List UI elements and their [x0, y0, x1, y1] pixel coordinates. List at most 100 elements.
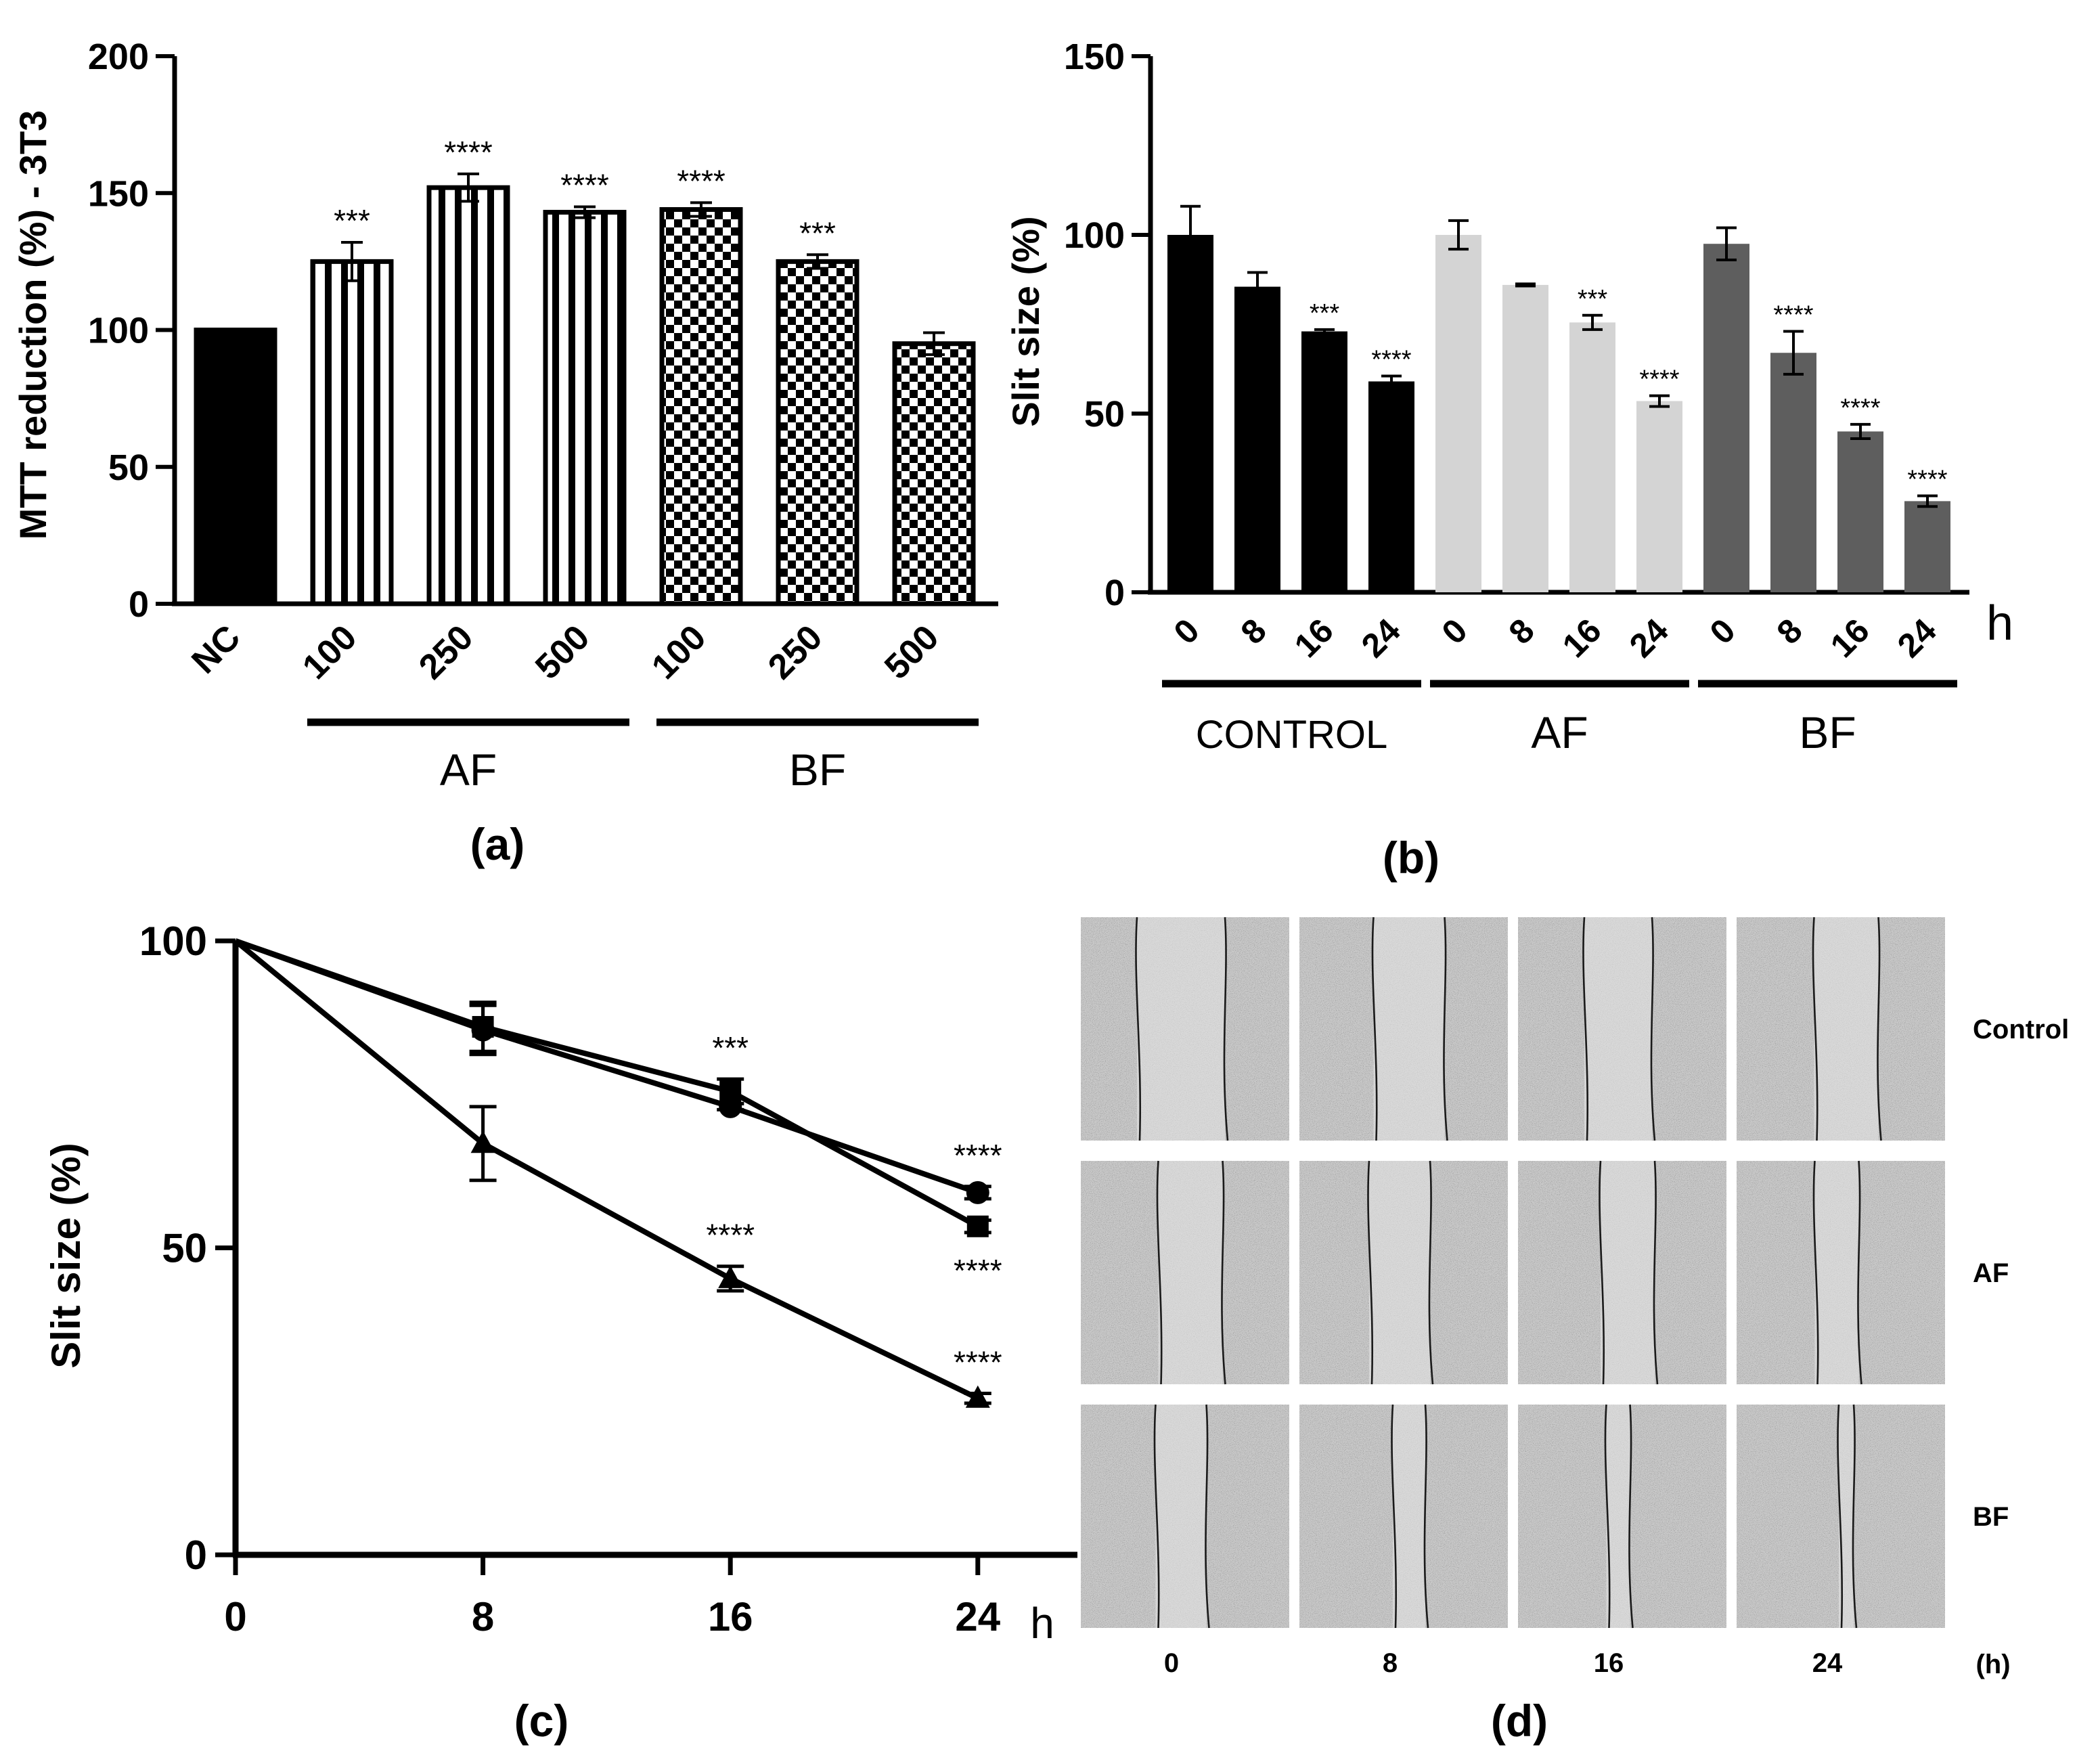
panel-c-significance-label: ****: [954, 1344, 1002, 1380]
panel-a-y-tick-label: 100: [88, 311, 149, 351]
panel-c-y-tick-label: 50: [162, 1226, 207, 1271]
micrograph-column-label: 8: [1383, 1648, 1398, 1678]
micrograph-wound-edge: [1812, 1160, 1819, 1385]
panel-a-bar: [194, 328, 277, 607]
data-point-triangle: [470, 1130, 495, 1153]
micrograph-wound-edge: [1391, 1404, 1398, 1629]
panel-b-category-label: 16: [1287, 611, 1341, 665]
panel-a-y-tick-label: 0: [129, 584, 149, 625]
panel-c-y-axis-title: Slit size (%): [43, 1143, 89, 1368]
panel-c-x-tick-label: 8: [472, 1594, 494, 1639]
panel-a-category-labels: NC 100 250 500 100 250 500 AF BF: [184, 617, 979, 795]
panel-b-bar: [1837, 431, 1883, 592]
micrograph-wound-edge: [1367, 1160, 1374, 1385]
panel-b-y-axis-title: Slit size (%): [1004, 216, 1047, 426]
micrograph-wound-edge: [1423, 1404, 1429, 1629]
panel-a-category-label: 500: [877, 617, 946, 686]
panel-a-y-tick-label: 50: [108, 447, 149, 488]
panel-b-category-label: 24: [1890, 611, 1944, 665]
panel-c-x-axis-title: h: [1030, 1599, 1054, 1648]
panel-a-significance-label: ****: [677, 163, 726, 198]
micrograph-scratch-gap: [1158, 1161, 1223, 1384]
panel-b-label: (b): [1383, 833, 1439, 883]
panel-a-category-label: 100: [295, 617, 364, 686]
panel-b-y-tick-label: 50: [1084, 394, 1125, 435]
panel-a-significance-label: ***: [334, 203, 370, 238]
panel-a-label: (a): [470, 819, 525, 869]
panel-b-significance-label: ****: [1639, 366, 1679, 394]
panel-a-y-tick-label: 200: [88, 37, 149, 77]
micrograph-wound-edge: [1205, 1404, 1210, 1629]
micrograph-wound-edge: [1428, 1160, 1434, 1385]
micrograph-scratch-gap: [1369, 1161, 1430, 1384]
panel-b-significance-label: ****: [1907, 465, 1947, 493]
panel-b-significance-label: ***: [1310, 299, 1340, 328]
micrograph-wound-edge: [1221, 1160, 1226, 1385]
panel-b-bar: [1703, 244, 1749, 592]
micrograph-row-label: BF: [1973, 1502, 2009, 1532]
series-line-af: [234, 938, 979, 1229]
panel-b-significance-label: ****: [1840, 394, 1880, 422]
panel-c-x-tick-label: 24: [955, 1594, 1000, 1639]
panel-b-time-unit: h: [1986, 596, 2013, 651]
panel-b-category-label: 24: [1622, 611, 1676, 665]
panel-c-significance-label: ***: [712, 1030, 749, 1065]
micrograph-column-label: 24: [1812, 1648, 1843, 1678]
panel-a-group-label: BF: [789, 745, 846, 795]
micrograph-wound-edge: [1628, 1404, 1634, 1629]
micrograph-scratch-gap: [1393, 1405, 1425, 1628]
panel-b-category-label: 16: [1555, 611, 1609, 665]
panel-b-category-label: 0: [1167, 611, 1207, 651]
data-point-square: [966, 1215, 989, 1237]
micrograph-wound-edge: [1653, 1160, 1659, 1385]
panel-b-category-label: 8: [1234, 611, 1274, 651]
micrograph-wound-edge: [1599, 1160, 1605, 1385]
panel-b-category-label: 8: [1770, 611, 1810, 651]
panel-a-significance-label: ****: [560, 167, 609, 202]
panel-a-bar: [659, 207, 743, 607]
panel-c-axes: 0 50 100 0 8 16 24: [139, 919, 1077, 1639]
panel-c-x-tick-label: 0: [224, 1594, 246, 1639]
panel-b-y-tick-label: 100: [1064, 215, 1125, 256]
panel-b-bar: [1502, 284, 1548, 592]
panel-b-bar: [1435, 235, 1481, 592]
micrograph-scratch-gap: [1814, 917, 1879, 1141]
micrograph-wound-edge: [1650, 917, 1656, 1141]
panel-c-series: *******************: [233, 938, 1002, 1408]
panel-b-y-tick-label: 0: [1104, 573, 1125, 613]
panel-a-bar: [892, 341, 976, 607]
panel-b-bar: [1368, 381, 1414, 592]
micrograph-wound-edge: [1857, 1160, 1862, 1385]
panel-b-bars: **************************: [1167, 204, 1950, 592]
micrograph-scratch-gap: [1137, 917, 1225, 1141]
micrograph-column-label: 16: [1594, 1648, 1624, 1678]
micrograph-column-label: 0: [1164, 1648, 1179, 1678]
micrograph-wound-edge: [1443, 917, 1448, 1141]
micrograph-wound-edge: [1604, 1404, 1611, 1629]
panel-b-y-tick-label: 150: [1064, 37, 1125, 77]
panel-a-axes: 0 50 100 150 200: [88, 37, 998, 625]
micrograph-row-label: AF: [1973, 1258, 2009, 1288]
micrograph-scratch-gap: [1814, 1161, 1859, 1384]
panel-b-bar: [1167, 235, 1213, 592]
micrograph-scratch-gap: [1584, 917, 1652, 1141]
panel-b-bar: [1234, 286, 1280, 592]
panel-b-category-label: 0: [1435, 611, 1475, 651]
data-point-square: [472, 1015, 494, 1038]
panel-b-bar: [1301, 331, 1347, 592]
micrograph-row-label: Control: [1973, 1015, 2069, 1044]
panel-c-significance-label: ****: [706, 1218, 755, 1253]
panel-a-y-tick-label: 150: [88, 173, 149, 214]
panel-b-bar: [1904, 501, 1950, 592]
panel-b-group-label: CONTROL: [1196, 713, 1388, 757]
panel-b-group-label: BF: [1799, 707, 1856, 757]
micrograph-scratch-gap: [1373, 917, 1445, 1141]
panel-a-bar: [776, 259, 860, 607]
panel-b-significance-label: ***: [1578, 285, 1608, 313]
panel-c-significance-label: ****: [954, 1253, 1002, 1288]
micrograph-wound-edge: [1153, 1404, 1160, 1629]
series-line-bf: [233, 938, 979, 1401]
